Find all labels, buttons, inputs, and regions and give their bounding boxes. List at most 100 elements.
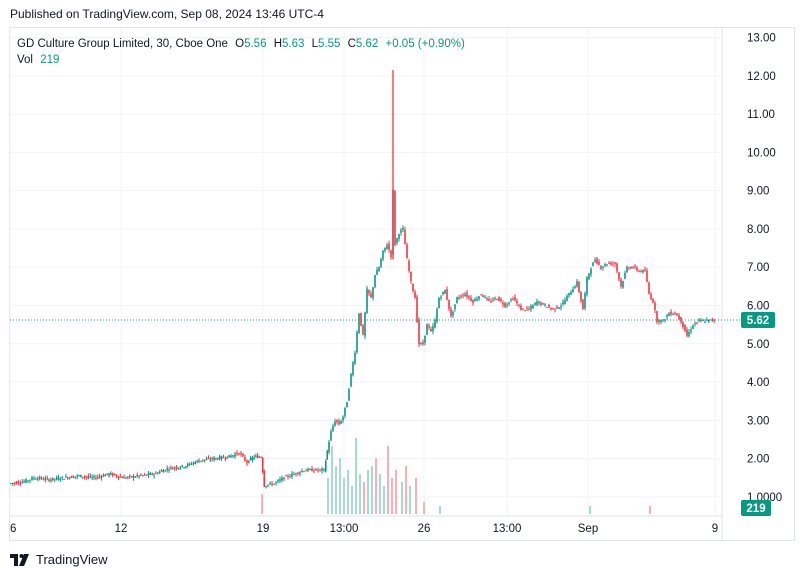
candle-body	[460, 296, 462, 298]
candle-body	[510, 299, 512, 301]
last-volume-label: 219	[746, 503, 765, 515]
candle-body	[291, 473, 293, 477]
candle-body	[80, 474, 82, 478]
candle-body	[436, 309, 438, 322]
candle-body	[17, 481, 20, 484]
candle-body	[110, 473, 112, 475]
candle-body	[162, 470, 165, 473]
candle-body	[117, 476, 120, 478]
candle-body	[323, 468, 325, 470]
candle-body	[692, 325, 694, 329]
candle-body	[536, 301, 538, 305]
candle-body	[132, 475, 135, 478]
candle-body	[678, 315, 680, 320]
candle-body	[446, 289, 448, 300]
candle-body	[232, 455, 234, 457]
candle-body	[606, 264, 608, 266]
candle-body	[173, 467, 176, 469]
candle-body	[12, 482, 14, 484]
candle-body	[480, 294, 482, 296]
candle-body	[102, 475, 105, 477]
candle-body	[380, 259, 382, 268]
y-tick-label: 9.00	[747, 186, 769, 198]
candle-body	[520, 305, 522, 311]
candle-body	[438, 297, 440, 309]
candle-body	[143, 474, 146, 476]
legend-close-label: C	[347, 38, 356, 50]
candle-body	[230, 455, 232, 458]
candle-body	[19, 483, 22, 485]
candle-body	[289, 476, 291, 478]
candle-body	[98, 476, 101, 478]
y-tick-label: 2.00	[747, 454, 769, 466]
candle-body	[452, 311, 454, 316]
candle-body	[620, 279, 622, 287]
candle-body	[450, 308, 452, 317]
candle-body	[426, 323, 428, 335]
candle-body	[240, 452, 242, 455]
candle-body	[57, 477, 60, 480]
candle-body	[472, 299, 474, 304]
candle-body	[672, 314, 674, 316]
candle-body	[378, 267, 380, 272]
candle-body	[544, 304, 546, 306]
candle-body	[626, 266, 628, 273]
candle-body	[40, 477, 43, 479]
y-tick-label: 8.00	[747, 224, 769, 236]
candle-body	[382, 250, 384, 260]
candle-body	[33, 478, 35, 480]
candle-body	[396, 238, 398, 244]
candle-body	[138, 475, 140, 477]
candle-body	[145, 474, 148, 476]
candle-body	[362, 325, 364, 335]
candle-body	[93, 476, 95, 478]
legend-close: 5.62	[355, 38, 379, 50]
candle-body	[271, 483, 273, 485]
candle-body	[628, 267, 630, 269]
candle-body	[85, 476, 88, 478]
candle-body	[476, 298, 478, 301]
legend-open-label: O	[235, 38, 245, 50]
volume-bar	[343, 478, 345, 514]
candle-body	[486, 298, 488, 300]
legend-symbol[interactable]: GD Culture Group Limited, 30, Cboe One	[17, 38, 228, 50]
candle-body	[303, 471, 305, 473]
candle-body	[61, 476, 63, 478]
volume-bar	[383, 486, 385, 514]
candle-body	[640, 270, 642, 272]
candle-body	[48, 479, 50, 482]
candle-body	[598, 261, 600, 265]
candle-body	[15, 482, 18, 484]
volume-bar	[327, 478, 329, 514]
candle-body	[130, 476, 133, 478]
volume-bar	[589, 506, 591, 514]
candle-body	[263, 471, 266, 487]
candle-body	[82, 476, 84, 478]
branding[interactable]: TradingView	[10, 552, 108, 567]
candle-body	[470, 297, 472, 301]
candle-body	[196, 460, 198, 462]
candle-body	[658, 320, 660, 323]
candle-body	[326, 450, 329, 460]
candle-body	[175, 467, 178, 469]
legend-volume-row: Vol 219	[17, 52, 465, 68]
candle-body	[242, 453, 244, 457]
candle-body	[67, 477, 69, 479]
candle-body	[29, 479, 31, 481]
candle-body	[13, 482, 16, 484]
candle-body	[534, 302, 536, 305]
x-tick-label: Sep	[578, 523, 598, 535]
candle-body	[275, 481, 277, 484]
legend-volume-label[interactable]: Vol	[17, 54, 33, 66]
candle-body	[360, 312, 362, 326]
candle-body	[220, 456, 223, 459]
volume-bar	[347, 470, 349, 514]
candle-body	[285, 475, 287, 477]
candle-body	[648, 282, 650, 294]
volume-bar	[439, 506, 441, 514]
legend-change: +0.05 (+0.90%)	[385, 38, 465, 50]
candle-body	[474, 299, 476, 302]
x-tick-label: 26	[418, 523, 431, 535]
candle-body	[434, 320, 436, 328]
